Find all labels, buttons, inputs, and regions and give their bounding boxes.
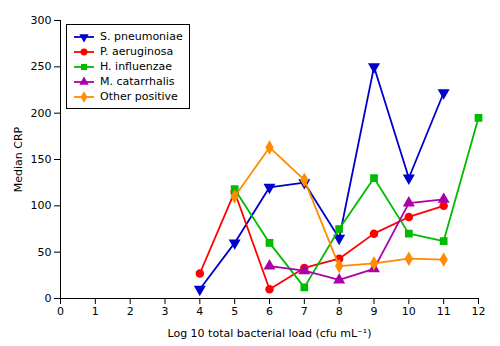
svg-text:250: 250 — [31, 60, 52, 73]
svg-text:5: 5 — [231, 305, 238, 318]
svg-text:9: 9 — [371, 305, 378, 318]
svg-text:1: 1 — [92, 305, 99, 318]
svg-text:3: 3 — [162, 305, 169, 318]
svg-text:6: 6 — [266, 305, 273, 318]
svg-text:Median CRP: Median CRP — [12, 126, 25, 192]
svg-text:8: 8 — [336, 305, 343, 318]
svg-text:50: 50 — [38, 246, 52, 259]
html-text:S. pneumoniae: S. pneumoniae — [100, 30, 183, 43]
svg-text:10: 10 — [402, 305, 416, 318]
svg-text:11: 11 — [437, 305, 451, 318]
svg-text:200: 200 — [31, 107, 52, 120]
html-text:P. aeruginosa: P. aeruginosa — [100, 45, 174, 58]
svg-text:12: 12 — [472, 305, 486, 318]
svg-text:150: 150 — [31, 153, 52, 166]
svg-text:2: 2 — [127, 305, 134, 318]
svg-text:7: 7 — [301, 305, 308, 318]
svg-text:300: 300 — [31, 14, 52, 27]
html-text:Other positive: Other positive — [100, 90, 178, 103]
svg-text:100: 100 — [31, 199, 52, 212]
html-text:M. catarrhalis: M. catarrhalis — [100, 75, 175, 88]
svg-text:0: 0 — [45, 292, 52, 305]
svg-text:Log 10 total bacterial load (c: Log 10 total bacterial load (cfu mL⁻¹) — [167, 327, 371, 340]
html-text:H. influenzae: H. influenzae — [100, 60, 172, 73]
svg-text:0: 0 — [57, 305, 64, 318]
svg-text:4: 4 — [196, 305, 203, 318]
